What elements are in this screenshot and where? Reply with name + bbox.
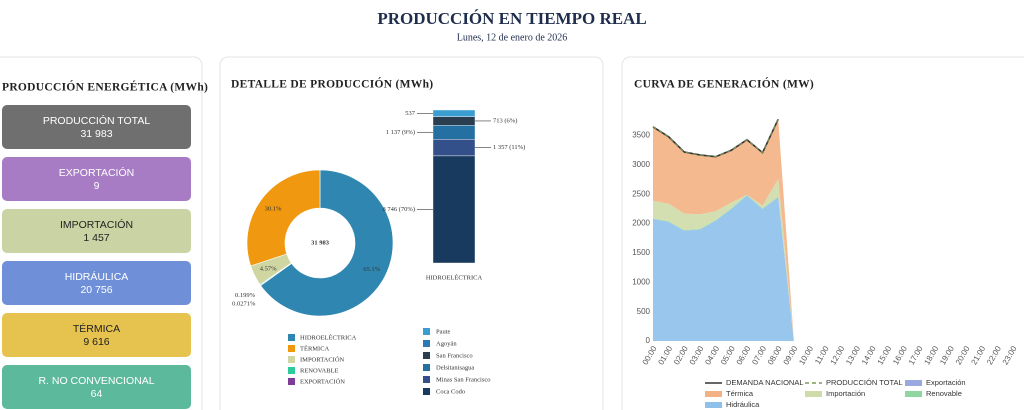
line-series	[652, 118, 779, 158]
legend-label: IMPORTACIÓN	[300, 355, 345, 363]
legend-swatch	[288, 334, 295, 341]
legend-label: Térmica	[726, 389, 754, 398]
card-label: R. NO CONVENCIONAL	[38, 375, 154, 387]
y-tick-label: 1000	[632, 277, 650, 286]
card-label: PRODUCCIÓN TOTAL	[43, 114, 151, 127]
card-value: 9 616	[83, 336, 109, 348]
legend-label: Importación	[826, 389, 865, 398]
stat-card	[2, 313, 191, 357]
slice-label: 0.199%	[235, 292, 256, 299]
pie-slice	[260, 169, 394, 317]
legend-label: PRODUCCIÓN TOTAL	[826, 378, 903, 387]
pie-slice	[260, 262, 292, 286]
page-date: Lunes, 12 de enero de 2026	[457, 32, 568, 43]
legend-label: Hidráulica	[726, 400, 760, 409]
card-value: 1 457	[83, 232, 109, 244]
y-tick-label: 3500	[632, 131, 650, 140]
panel	[219, 56, 604, 410]
legend-label: Coca Codo	[436, 388, 465, 395]
pie-slice	[246, 169, 321, 267]
bar-segment	[432, 109, 476, 117]
stat-card	[2, 209, 191, 253]
legend-swatch	[905, 380, 922, 386]
legend-label: Agoyán	[436, 340, 457, 347]
legend-swatch	[905, 391, 922, 397]
card-label: EXPORTACIÓN	[59, 166, 134, 179]
pie-slice	[250, 253, 292, 286]
bar-segment	[432, 116, 476, 126]
page-title: PRODUCCIÓN EN TIEMPO REAL	[377, 9, 646, 28]
card-label: HIDRÁULICA	[65, 270, 129, 283]
legend-swatch	[288, 345, 295, 352]
legend-label: RENOVABLE	[300, 367, 339, 374]
legend-swatch	[423, 376, 430, 383]
legend-label: DEMANDA NACIONAL	[726, 378, 804, 387]
panel-title: DETALLE DE PRODUCCIÓN (MWh)	[231, 77, 433, 91]
stat-card	[2, 365, 191, 409]
panel-title: PRODUCCIÓN ENERGÉTICA (MWh)	[2, 80, 208, 94]
bar-segment	[432, 125, 476, 140]
segment-label: 537	[405, 110, 416, 117]
bar-segment	[432, 155, 476, 264]
panel-title: CURVA DE GENERACIÓN (MW)	[634, 77, 814, 91]
y-tick-label: 0	[646, 336, 651, 345]
stat-card	[2, 105, 191, 149]
legend-label: EXPORTACIÓN	[300, 377, 345, 385]
pie-center-label: 31 983	[311, 239, 330, 246]
y-tick-label: 1500	[632, 248, 650, 257]
legend-swatch	[705, 402, 722, 408]
slice-label: 0.0271%	[232, 300, 256, 307]
legend-label: Exportación	[926, 378, 966, 387]
y-tick-label: 3000	[632, 160, 650, 169]
legend-swatch	[423, 328, 430, 335]
y-tick-label: 2000	[632, 219, 650, 228]
bar-category: HIDROELÉCTRICA	[426, 273, 483, 281]
stat-card	[2, 157, 191, 201]
stat-card	[2, 261, 191, 305]
slice-label: 65.1%	[363, 266, 380, 273]
legend-label: TÉRMICA	[300, 344, 330, 352]
legend-swatch	[705, 391, 722, 397]
legend-swatch	[423, 364, 430, 371]
legend-swatch	[288, 378, 295, 385]
legend-label: Minas San Francisco	[436, 376, 491, 383]
card-value: 9	[94, 180, 100, 192]
card-value: 64	[91, 388, 103, 400]
slice-label: 30.1%	[265, 206, 282, 213]
y-tick-label: 500	[637, 307, 651, 316]
legend-swatch	[423, 352, 430, 359]
legend-label: HIDROELÉCTRICA	[300, 333, 357, 341]
segment-label: 8 746 (70%)	[383, 206, 416, 213]
legend-label: Paute	[436, 328, 451, 335]
area-series	[653, 179, 794, 341]
legend-swatch	[423, 340, 430, 347]
y-tick-label: 2500	[632, 189, 650, 198]
slice-label: 4.57%	[260, 265, 277, 272]
area-series	[653, 119, 794, 342]
bar-segment	[432, 139, 476, 157]
segment-label: 1 137 (9%)	[386, 129, 415, 136]
card-label: IMPORTACIÓN	[60, 218, 133, 231]
legend-label: San Francisco	[436, 352, 473, 359]
area-series	[653, 119, 794, 342]
card-value: 31 983	[80, 128, 112, 140]
legend-label: Renovable	[926, 389, 962, 398]
area-series	[653, 195, 794, 341]
segment-label: 1 357 (11%)	[493, 144, 525, 151]
legend-swatch	[805, 391, 822, 397]
legend-swatch	[288, 356, 295, 363]
legend-swatch	[288, 367, 295, 374]
segment-label: 713 (6%)	[493, 117, 517, 124]
card-value: 20 756	[80, 284, 112, 296]
card-label: TÉRMICA	[73, 322, 120, 335]
legend-label: Delsitanisagua	[436, 364, 474, 371]
legend-swatch	[423, 388, 430, 395]
